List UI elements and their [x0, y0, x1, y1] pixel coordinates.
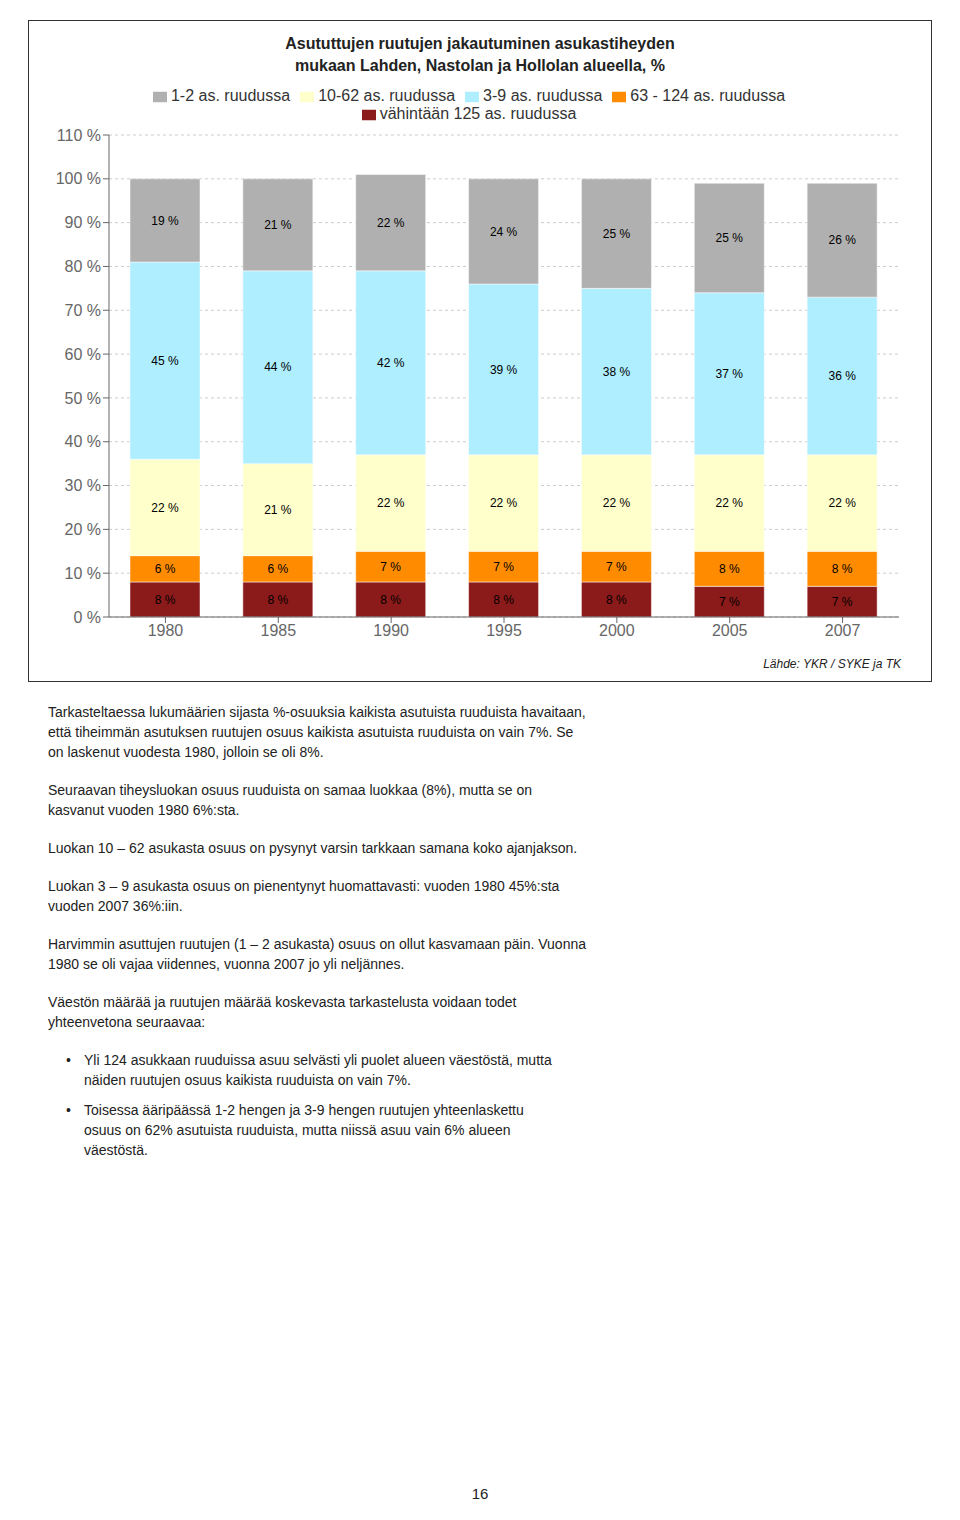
svg-text:7 %: 7 % — [606, 560, 627, 574]
svg-text:8 %: 8 % — [606, 593, 627, 607]
svg-text:70 %: 70 % — [65, 302, 101, 319]
svg-text:22 %: 22 % — [377, 216, 405, 230]
html-text:Luokan 10 – 62 asukasta osuus: Luokan 10 – 62 asukasta osuus on pysynyt… — [48, 840, 578, 856]
html-text:Yli 124 asukkaan ruuduissa asu: Yli 124 asukkaan ruuduissa asuu selvästi… — [84, 1052, 552, 1088]
html-text:Harvimmin asuttujen ruutujen (: Harvimmin asuttujen ruutujen (1 – 2 asuk… — [48, 936, 586, 972]
html-text:Toisessa ääripäässä 1-2 hengen: Toisessa ääripäässä 1-2 hengen ja 3-9 he… — [84, 1102, 524, 1158]
svg-text:2007: 2007 — [825, 622, 861, 639]
svg-text:110 %: 110 % — [57, 127, 101, 144]
svg-text:22 %: 22 % — [716, 496, 744, 510]
html-text:10-62 as. ruudussa: 10-62 as. ruudussa — [318, 87, 456, 104]
svg-text:42 %: 42 % — [377, 356, 405, 370]
svg-text:37 %: 37 % — [716, 367, 744, 381]
svg-text:10 %: 10 % — [65, 565, 101, 582]
svg-text:40 %: 40 % — [65, 433, 101, 450]
svg-text:1980: 1980 — [148, 622, 184, 639]
svg-text:30 %: 30 % — [65, 477, 101, 494]
svg-text:25 %: 25 % — [603, 227, 631, 241]
svg-text:22 %: 22 % — [603, 496, 631, 510]
svg-text:22 %: 22 % — [828, 496, 856, 510]
svg-text:8 %: 8 % — [155, 593, 176, 607]
svg-text:44 %: 44 % — [264, 360, 292, 374]
svg-text:8 %: 8 % — [832, 562, 853, 576]
svg-text:8 %: 8 % — [380, 593, 401, 607]
svg-text:1995: 1995 — [486, 622, 522, 639]
html-text:1-2 as. ruudussa: 1-2 as. ruudussa — [170, 87, 291, 104]
html-text:Asututtujen ruutujen jakautumi: Asututtujen ruutujen jakautuminen asukas… — [285, 35, 675, 52]
svg-text:38 %: 38 % — [603, 365, 631, 379]
html-text:16: 16 — [471, 1485, 489, 1502]
svg-text:8 %: 8 % — [268, 593, 289, 607]
svg-text:26 %: 26 % — [828, 233, 856, 247]
svg-text:80 %: 80 % — [65, 258, 101, 275]
html-text:Tarkasteltaessa lukumäärien si: Tarkasteltaessa lukumäärien sijasta %-os… — [48, 704, 586, 760]
html-text:Luokan 3 – 9 asukasta osuus on: Luokan 3 – 9 asukasta osuus on pienentyn… — [48, 878, 560, 914]
svg-text:45 %: 45 % — [151, 354, 179, 368]
svg-text:21 %: 21 % — [264, 503, 292, 517]
svg-text:1990: 1990 — [373, 622, 409, 639]
svg-text:7 %: 7 % — [832, 595, 853, 609]
svg-text:7 %: 7 % — [493, 560, 514, 574]
svg-text:1985: 1985 — [260, 622, 296, 639]
svg-text:100 %: 100 % — [56, 170, 101, 187]
svg-text:39 %: 39 % — [490, 363, 518, 377]
svg-text:8 %: 8 % — [719, 562, 740, 576]
svg-text:50 %: 50 % — [65, 390, 101, 407]
svg-text:19 %: 19 % — [151, 214, 179, 228]
svg-text:22 %: 22 % — [377, 496, 405, 510]
html-text:63 - 124 as. ruudussa: 63 - 124 as. ruudussa — [630, 87, 786, 104]
html-text:Väestön määrää ja ruutujen mää: Väestön määrää ja ruutujen määrää koskev… — [48, 994, 517, 1030]
svg-text:7 %: 7 % — [380, 560, 401, 574]
svg-text:22 %: 22 % — [151, 501, 179, 515]
svg-text:20 %: 20 % — [65, 521, 101, 538]
svg-text:8 %: 8 % — [493, 593, 514, 607]
svg-text:60 %: 60 % — [65, 346, 101, 363]
svg-text:2000: 2000 — [599, 622, 635, 639]
svg-text:36 %: 36 % — [828, 369, 856, 383]
svg-text:2005: 2005 — [712, 622, 748, 639]
svg-text:6 %: 6 % — [268, 562, 289, 576]
svg-text:7 %: 7 % — [719, 595, 740, 609]
html-text:Lähde: YKR / SYKE ja TK: Lähde: YKR / SYKE ja TK — [763, 657, 901, 671]
html-text:vähintään 125 as. ruudussa: vähintään 125 as. ruudussa — [379, 105, 577, 122]
html-text:Seuraavan tiheysluokan osuus r: Seuraavan tiheysluokan osuus ruuduista o… — [48, 782, 533, 818]
svg-text:22 %: 22 % — [490, 496, 518, 510]
html-text:3-9 as. ruudussa: 3-9 as. ruudussa — [483, 87, 603, 104]
svg-text:21 %: 21 % — [264, 218, 292, 232]
svg-text:24 %: 24 % — [490, 225, 518, 239]
html-text:mukaan Lahden, Nastolan ja Hol: mukaan Lahden, Nastolan ja Hollolan alue… — [295, 57, 665, 74]
svg-text:0 %: 0 % — [73, 609, 101, 626]
svg-text:6 %: 6 % — [155, 562, 176, 576]
svg-text:90 %: 90 % — [65, 214, 101, 231]
svg-text:25 %: 25 % — [716, 231, 744, 245]
